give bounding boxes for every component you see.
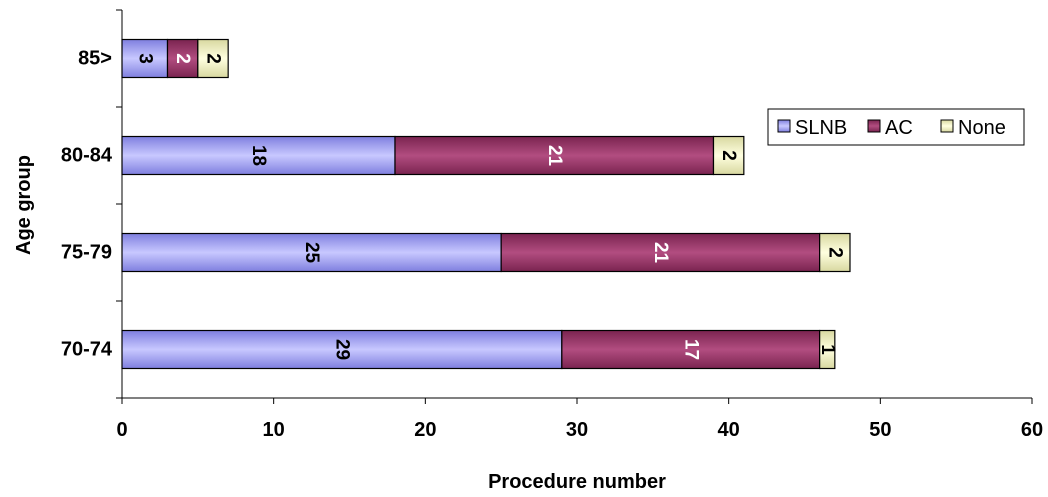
x-axis-title: Procedure number	[488, 471, 666, 493]
x-tick-label-0: 0	[116, 419, 127, 441]
bar-ac-85>	[166, 38, 199, 79]
bar-slnb-80-84	[121, 135, 396, 176]
bars-group: 29 17 125 21 218 21 23 2 2	[121, 38, 851, 370]
y-axis-title: Age group	[13, 155, 35, 255]
x-tick-label-30: 30	[566, 419, 588, 441]
bar-none-85>	[197, 38, 229, 79]
bar-slnb-75-79	[121, 232, 502, 273]
data-label-ac-85>: 2	[172, 53, 193, 64]
bar-slnb-70-74	[121, 329, 563, 370]
legend-swatch-ac	[867, 119, 881, 133]
data-label-slnb-85>: 3	[134, 53, 155, 64]
bar-ac-70-74	[561, 329, 821, 370]
data-label-none-85>: 2	[203, 53, 224, 64]
axes-group: 70-74 75-79 80-84 85> 0 10 20 30 40 50 60	[61, 9, 1043, 441]
data-label-ac-80-84: 21	[544, 145, 565, 167]
y-tick-label-70-74: 70-74	[61, 339, 113, 361]
x-tick-label-20: 20	[414, 419, 436, 441]
legend-box	[767, 108, 1025, 146]
data-label-none-80-84: 2	[718, 150, 739, 161]
bar-none-75-79	[819, 232, 851, 273]
legend-swatch-slnb	[777, 119, 791, 133]
legend-label-none: None	[958, 117, 1006, 139]
x-tick-label-60: 60	[1021, 419, 1043, 441]
bar-ac-75-79	[500, 232, 821, 273]
x-tick-label-10: 10	[263, 419, 285, 441]
bar-none-70-74	[819, 329, 836, 370]
legend-label-ac: AC	[885, 117, 913, 139]
legend-label-slnb: SLNB	[795, 117, 847, 139]
data-label-slnb-70-74: 29	[331, 339, 352, 360]
bar-none-80-84	[712, 135, 745, 176]
data-label-none-70-74: 1	[817, 344, 838, 355]
y-tick-label-80-84: 80-84	[61, 145, 113, 167]
legend-swatch-none	[940, 119, 954, 133]
data-label-slnb-75-79: 25	[301, 242, 322, 264]
y-tick-label-75-79: 75-79	[61, 242, 112, 264]
data-label-ac-75-79: 21	[650, 242, 671, 264]
x-tick-label-40: 40	[718, 419, 740, 441]
legend: SLNB AC None	[767, 108, 1025, 146]
y-tick-label-85>: 85>	[78, 48, 112, 70]
data-label-none-75-79: 2	[824, 247, 845, 258]
data-label-slnb-80-84: 18	[248, 145, 269, 166]
data-label-ac-70-74: 17	[680, 339, 701, 360]
x-tick-label-50: 50	[869, 419, 891, 441]
